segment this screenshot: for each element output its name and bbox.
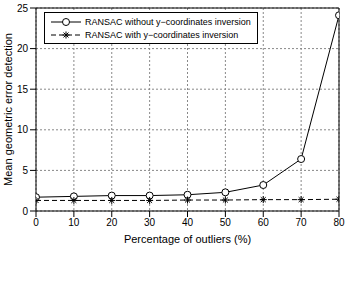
svg-text:25: 25	[17, 3, 29, 14]
svg-text:40: 40	[182, 217, 194, 228]
svg-text:30: 30	[144, 217, 156, 228]
svg-text:0: 0	[33, 217, 39, 228]
svg-text:5: 5	[22, 165, 28, 176]
svg-text:70: 70	[296, 217, 308, 228]
svg-text:50: 50	[220, 217, 232, 228]
svg-text:60: 60	[258, 217, 270, 228]
svg-text:20: 20	[106, 217, 118, 228]
svg-text:15: 15	[17, 84, 29, 95]
svg-text:10: 10	[17, 124, 29, 135]
svg-text:80: 80	[333, 217, 339, 228]
html-text:RANSAC without y−coordinates i: RANSAC without y−coordinates inversion	[85, 16, 251, 27]
svg-text:Percentage of outliers (%): Percentage of outliers (%)	[124, 233, 251, 245]
svg-text:10: 10	[68, 217, 80, 228]
svg-text:0: 0	[22, 206, 28, 217]
svg-text:Mean geometric error detection: Mean geometric error detection	[8, 33, 14, 186]
html-text:RANSAC with y−coordinates inve: RANSAC with y−coordinates inversion	[85, 29, 239, 40]
svg-text:20: 20	[17, 43, 29, 54]
